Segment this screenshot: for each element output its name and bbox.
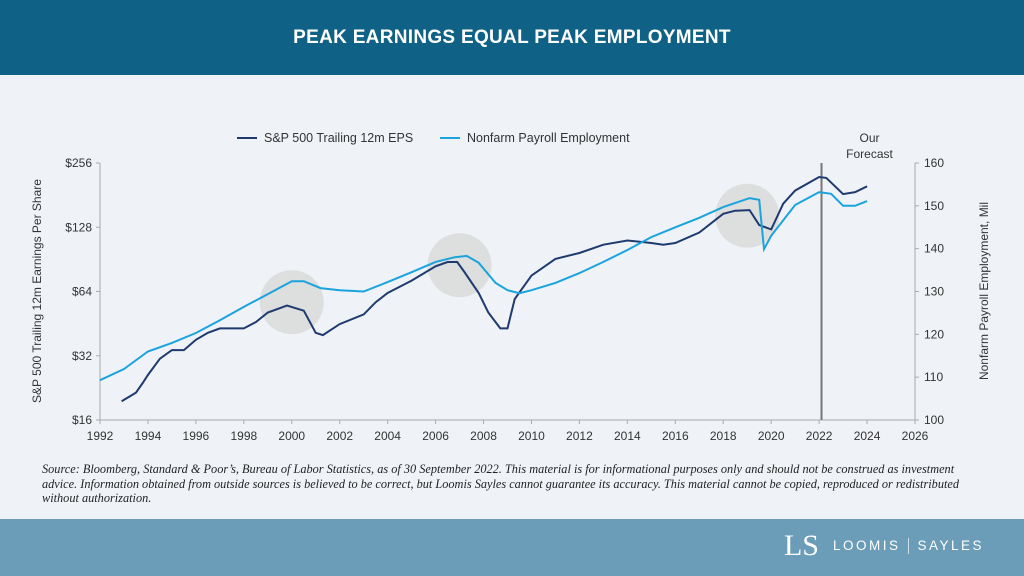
eps-series-line [121,175,868,403]
y-tick-label: $32 [72,349,92,363]
y-axis-title: S&P 500 Trailing 12m Earnings Per Share [30,179,44,403]
y-right-tick-label: 130 [924,285,944,299]
x-tick-label: 2002 [326,429,353,443]
x-tick-label: 1996 [183,429,210,443]
x-tick-label: 2014 [614,429,641,443]
y-right-tick-label: 120 [924,327,944,341]
legend-label: Nonfarm Payroll Employment [467,131,630,145]
y-right-tick-label: 160 [924,156,944,170]
y-tick-label: $128 [65,220,92,234]
line-chart: 1992 1994 1996 1998 2000 2002 2004 2006 2008 2010… [30,131,991,443]
x-tick-label: 2000 [278,429,305,443]
forecast-label: Forecast [846,147,893,161]
x-tick-label: 2008 [470,429,497,443]
logo-wordmark: LOOMIS SAYLES [832,537,984,555]
page-title: PEAK EARNINGS EQUAL PEAK EMPLOYMENT [293,26,731,48]
y-tick-label: $16 [72,413,92,427]
x-tick-label: 2010 [518,429,545,443]
x-tick-label: 1994 [135,429,162,443]
x-tick-label: 2024 [854,429,881,443]
legend-label: S&P 500 Trailing 12m EPS [264,131,413,145]
header-bar: PEAK EARNINGS EQUAL PEAK EMPLOYMENT [0,0,1024,75]
highlight-circle [259,270,324,335]
x-tick-label: 2018 [710,429,737,443]
x-tick-label: 2012 [566,429,593,443]
y-right-tick-label: 140 [924,242,944,256]
y-right-axis-title: Nonfarm Payroll Employment, Mil [977,202,991,380]
x-tick-label: 2022 [806,429,833,443]
y-right-tick-label: 110 [924,370,943,384]
y-right-tick-label: 100 [924,413,944,427]
x-tick-label: 2006 [422,429,449,443]
ls-logo-mark: LS [783,529,819,562]
x-tick-label: 2026 [902,429,929,443]
payroll-series-line [99,191,868,382]
y-tick-label: $64 [72,285,92,299]
x-tick-label: 1992 [87,429,114,443]
forecast-label: Our [860,131,880,145]
source-footnote: Source: Bloomberg, Standard & Poor’s, Bu… [42,462,959,505]
loomis-sayles-logo: LS LOOMIS SAYLES [784,529,984,563]
x-tick-label: 2016 [662,429,689,443]
x-tick-label: 1998 [230,429,257,443]
x-tick-label: 2004 [374,429,401,443]
footer-bar: LS LOOMIS SAYLES [0,519,1024,576]
y-tick-label: $256 [65,156,92,170]
y-right-tick-label: 150 [924,199,944,213]
x-tick-label: 2020 [758,429,785,443]
chart-panel [0,75,1024,519]
